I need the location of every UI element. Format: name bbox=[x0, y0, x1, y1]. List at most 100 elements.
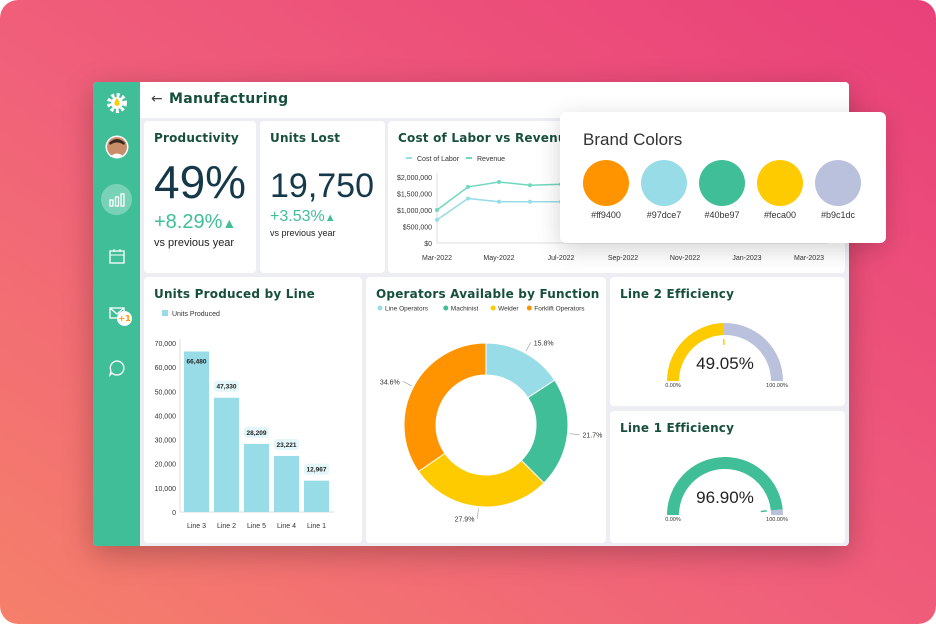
chat-bubble-icon[interactable] bbox=[104, 355, 129, 380]
bar bbox=[214, 397, 239, 512]
y-tick-label: 0 bbox=[172, 510, 176, 517]
up-triangle-icon: ▲ bbox=[222, 215, 237, 231]
y-tick-label: $0 bbox=[424, 241, 432, 248]
legend-label: Forklift Operators bbox=[534, 306, 585, 313]
data-label: 23,221 bbox=[277, 442, 297, 449]
color-hex-label: #97dce7 bbox=[646, 210, 682, 220]
legend-swatch bbox=[490, 305, 496, 311]
bar bbox=[304, 480, 329, 512]
color-swatch[interactable] bbox=[815, 160, 861, 206]
line-chart: Cost of Labor Revenue $2,000,000 $1,500,000… bbox=[397, 156, 828, 262]
x-tick-label: Line 5 bbox=[247, 523, 266, 530]
x-tick-label: Jul-2022 bbox=[548, 255, 575, 262]
card-title: Line 1 Efficiency bbox=[620, 421, 735, 435]
page-title: Manufacturing bbox=[169, 91, 289, 107]
data-label-bg bbox=[214, 380, 239, 392]
gauge-min-label: 0.00% bbox=[665, 383, 681, 389]
data-label-bg bbox=[304, 463, 329, 475]
color-hex-label: #40be97 bbox=[704, 210, 740, 220]
legend-swatch bbox=[443, 305, 449, 311]
units-lost-card: Units Lost 19,750 +3.53%▲ vs previous ye… bbox=[260, 121, 385, 273]
legend-swatch bbox=[162, 310, 168, 316]
slice-label: 27.9% bbox=[455, 517, 475, 524]
color-swatch[interactable] bbox=[583, 160, 629, 206]
popup-title: Brand Colors bbox=[583, 130, 683, 149]
data-point bbox=[528, 183, 532, 188]
legend-label: Units Produced bbox=[172, 311, 220, 318]
data-point bbox=[497, 179, 501, 184]
y-tick-label: $1,500,000 bbox=[397, 192, 432, 199]
bar-chart: Units Produced 70,000 60,000 50,000 40,000 30… bbox=[155, 310, 334, 530]
color-swatch[interactable] bbox=[757, 160, 803, 206]
legend-label: Machinist bbox=[451, 306, 479, 313]
donut-slice bbox=[403, 342, 487, 473]
gear-logo-icon[interactable] bbox=[104, 90, 129, 115]
data-label-bg bbox=[274, 438, 299, 450]
x-tick-label: Line 2 bbox=[217, 523, 236, 530]
y-tick-label: 50,000 bbox=[155, 389, 177, 396]
calendar-icon[interactable] bbox=[104, 244, 129, 269]
card-title: Operators Available by Function bbox=[376, 287, 600, 301]
data-label: 12,967 bbox=[307, 467, 327, 474]
card-title: Productivity bbox=[154, 131, 239, 145]
mail-icon[interactable]: +1 bbox=[104, 300, 132, 326]
color-swatch[interactable] bbox=[641, 160, 687, 206]
data-label: 66,480 bbox=[187, 358, 207, 365]
line2-efficiency-card: Line 2 Efficiency 49.05% 0.00% 100.00% bbox=[610, 277, 845, 406]
delta-caption: vs previous year bbox=[154, 237, 235, 249]
gauge-line1: 96.90% 0.00% 100.00% bbox=[665, 457, 788, 523]
sidebar: +1 bbox=[93, 82, 140, 546]
x-tick-label: Nov-2022 bbox=[670, 255, 700, 262]
y-tick-label: 30,000 bbox=[155, 438, 177, 445]
up-triangle-icon: ▲ bbox=[324, 212, 336, 224]
gauge-marker bbox=[760, 510, 767, 513]
series-line bbox=[436, 181, 562, 211]
slice-label: 34.6% bbox=[380, 379, 400, 386]
arrow-left-icon[interactable]: ← bbox=[151, 91, 163, 107]
gauge-track-arc bbox=[723, 323, 783, 382]
x-tick-label: Mar-2022 bbox=[422, 255, 452, 262]
x-tick-label: Sep-2022 bbox=[608, 255, 638, 262]
gauge-max-label: 100.00% bbox=[766, 517, 788, 523]
card-title: Cost of Labor vs Revenue bbox=[398, 131, 575, 145]
data-label: 28,209 bbox=[247, 430, 267, 437]
label-leader bbox=[477, 508, 479, 519]
y-tick-label: $500,000 bbox=[403, 225, 432, 232]
gauge-line2: 49.05% 0.00% 100.00% bbox=[665, 323, 788, 389]
data-point bbox=[466, 196, 470, 201]
data-label: 47,330 bbox=[217, 384, 237, 391]
color-hex-label: #feca00 bbox=[763, 210, 797, 220]
data-point bbox=[435, 217, 439, 222]
data-point bbox=[466, 184, 470, 189]
donut-chart: Line Operators Machinist Welder Forklift Op… bbox=[377, 305, 602, 524]
legend-label: Line Operators bbox=[385, 306, 429, 313]
units-lost-delta: +3.53%▲ bbox=[270, 208, 336, 225]
productivity-value: 49% bbox=[154, 156, 247, 208]
data-label-bg bbox=[244, 426, 269, 438]
color-hex-label: #ff9400 bbox=[591, 210, 621, 220]
y-tick-label: $1,000,000 bbox=[397, 208, 432, 215]
data-point bbox=[528, 199, 532, 204]
legend-label: Cost of Labor bbox=[417, 156, 460, 163]
productivity-delta: +8.29%▲ bbox=[154, 211, 237, 233]
x-tick-label: Mar-2023 bbox=[794, 255, 824, 262]
notification-badge: +1 bbox=[117, 311, 132, 326]
y-tick-label: 40,000 bbox=[155, 413, 177, 420]
gauge-value-arc bbox=[667, 457, 783, 516]
y-tick-label: $2,000,000 bbox=[397, 175, 432, 182]
legend-label: Welder bbox=[498, 306, 519, 313]
avatar[interactable] bbox=[104, 134, 129, 159]
color-swatch[interactable] bbox=[699, 160, 745, 206]
data-point bbox=[497, 199, 501, 204]
label-leader bbox=[569, 433, 580, 436]
line1-efficiency-card: Line 1 Efficiency 96.90% 0.00% 100.00% bbox=[610, 411, 845, 543]
x-tick-label: May-2022 bbox=[483, 255, 514, 262]
legend-label: Revenue bbox=[477, 156, 505, 163]
card-title: Line 2 Efficiency bbox=[620, 287, 735, 301]
card-title: Units Lost bbox=[270, 131, 341, 145]
y-tick-label: 70,000 bbox=[155, 341, 177, 348]
bar-chart-icon[interactable] bbox=[101, 184, 132, 215]
x-tick-label: Line 3 bbox=[187, 523, 206, 530]
bar bbox=[184, 351, 209, 512]
bar bbox=[274, 455, 299, 512]
